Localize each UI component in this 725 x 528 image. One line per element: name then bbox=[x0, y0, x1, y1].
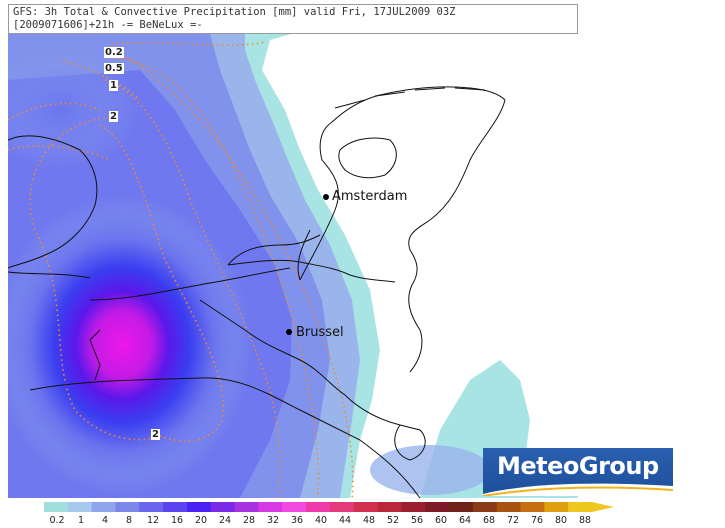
legend-label: 16 bbox=[170, 515, 184, 526]
legend-swatch bbox=[210, 502, 236, 512]
lux-border bbox=[394, 424, 426, 461]
legend-label: 28 bbox=[242, 515, 256, 526]
legend-swatch bbox=[425, 502, 450, 512]
legend-swatch bbox=[115, 502, 140, 512]
uk-coast bbox=[7, 135, 98, 269]
logo-text: MeteoGroup bbox=[497, 452, 659, 480]
france-inland bbox=[29, 329, 421, 499]
legend-swatch bbox=[186, 502, 212, 512]
amsterdam-marker bbox=[323, 194, 329, 200]
legend-swatch bbox=[472, 502, 498, 512]
uk-south-coast bbox=[7, 271, 91, 279]
legend-swatch bbox=[449, 502, 474, 512]
legend-label: 24 bbox=[218, 515, 232, 526]
contour-0.5 bbox=[107, 57, 320, 499]
contour-label-2-north: 2 bbox=[109, 111, 118, 122]
coastlines bbox=[7, 86, 506, 499]
legend-swatch bbox=[568, 502, 593, 512]
legend-label: 52 bbox=[386, 515, 400, 526]
legend-label: 72 bbox=[506, 515, 520, 526]
legend-swatch bbox=[496, 502, 522, 512]
legend-label: 4 bbox=[101, 515, 109, 526]
city-label-amsterdam: Amsterdam bbox=[332, 189, 408, 204]
legend-label: 56 bbox=[410, 515, 424, 526]
legend-swatch bbox=[520, 502, 545, 512]
legend-label: 12 bbox=[146, 515, 160, 526]
precip-core bbox=[8, 195, 252, 495]
legend-label: 76 bbox=[530, 515, 544, 526]
legend-swatch bbox=[377, 502, 402, 512]
legend-swatch bbox=[258, 502, 283, 512]
legend-swatch bbox=[91, 502, 116, 512]
legend-label: 48 bbox=[362, 515, 376, 526]
precip-se bbox=[370, 445, 490, 495]
wadden-islands bbox=[334, 87, 486, 109]
contour-label-0.5: 0.5 bbox=[104, 63, 124, 74]
contour-1 bbox=[104, 79, 281, 499]
legend-label: 68 bbox=[482, 515, 496, 526]
contour-2a bbox=[29, 117, 159, 441]
river-scheldt bbox=[227, 234, 321, 266]
legend-swatch bbox=[282, 502, 307, 512]
legend-label: 88 bbox=[578, 515, 592, 526]
legend-swatch bbox=[139, 502, 164, 512]
legend-swatch bbox=[401, 502, 426, 512]
contour-label-2-south: 2 bbox=[151, 429, 160, 440]
legend-label: 44 bbox=[338, 515, 352, 526]
legend-colorbar bbox=[44, 502, 614, 512]
legend-swatch bbox=[544, 502, 569, 512]
legend-label: 1 bbox=[77, 515, 85, 526]
brussel-marker bbox=[286, 329, 292, 335]
legend-swatch bbox=[329, 502, 355, 512]
legend-swatch bbox=[67, 502, 93, 512]
contour-label-0.2: 0.2 bbox=[104, 47, 124, 58]
ijsselmeer bbox=[338, 137, 397, 179]
contour-label-1: 1 bbox=[109, 80, 118, 91]
be-fr-border bbox=[199, 299, 401, 426]
header-title: GFS: 3h Total & Convective Precipitation… bbox=[13, 6, 456, 18]
legend-swatch bbox=[353, 502, 379, 512]
be-nl-border bbox=[227, 259, 396, 283]
header-subtitle: [2009071606]+21h -= BeNeLux =- bbox=[13, 19, 203, 31]
city-label-brussel: Brussel bbox=[296, 325, 344, 340]
legend-swatch bbox=[234, 502, 259, 512]
legend-swatch bbox=[44, 502, 69, 512]
legend-label: 0.2 bbox=[49, 515, 65, 526]
legend-swatch bbox=[306, 502, 331, 512]
legend-swatch bbox=[163, 502, 188, 512]
contour-0.2 bbox=[109, 41, 354, 499]
legend-label: 8 bbox=[125, 515, 133, 526]
legend-label: 80 bbox=[554, 515, 568, 526]
france-coast bbox=[89, 229, 311, 301]
meteogroup-logo: MeteoGroup bbox=[483, 448, 673, 496]
logo-swoosh-icon bbox=[483, 483, 673, 496]
legend-label: 32 bbox=[266, 515, 280, 526]
legend-label: 64 bbox=[458, 515, 472, 526]
map-header: GFS: 3h Total & Convective Precipitation… bbox=[8, 4, 578, 34]
legend-label: 20 bbox=[194, 515, 208, 526]
legend-label: 60 bbox=[434, 515, 448, 526]
legend-label: 40 bbox=[314, 515, 328, 526]
netherlands-coast bbox=[299, 86, 506, 281]
nl-de-border bbox=[408, 99, 506, 373]
legend-arrow bbox=[592, 502, 614, 512]
north-core bbox=[8, 50, 140, 170]
contour-lines bbox=[7, 41, 354, 499]
legend-label: 36 bbox=[290, 515, 304, 526]
